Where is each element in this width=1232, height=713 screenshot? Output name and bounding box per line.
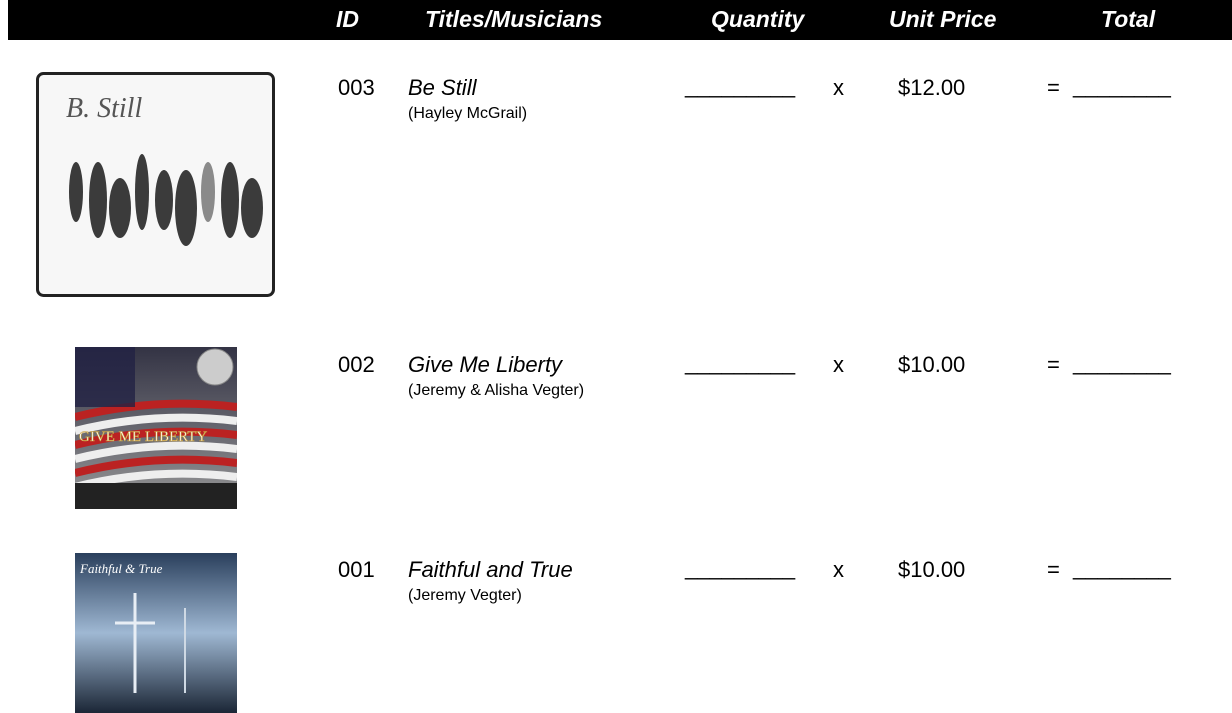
total-blank: ________ bbox=[1073, 73, 1171, 98]
item-id: 002 bbox=[338, 352, 375, 377]
quantity-blank: _________ bbox=[685, 350, 796, 375]
item-musicians: (Hayley McGrail) bbox=[408, 105, 528, 122]
item-id: 001 bbox=[338, 557, 375, 582]
header-quantity: Quantity bbox=[711, 6, 805, 32]
cover-text: Faithful & True bbox=[79, 561, 163, 576]
item-title: Be Still bbox=[408, 75, 477, 100]
album-cover: B. Still bbox=[36, 72, 275, 297]
quantity-blank: _________ bbox=[685, 555, 796, 580]
item-musicians: (Jeremy & Alisha Vegter) bbox=[408, 382, 585, 399]
item-title: Faithful and True bbox=[408, 557, 573, 582]
header-title: Titles/Musicians bbox=[425, 6, 603, 32]
header-unit-price: Unit Price bbox=[889, 6, 997, 32]
times: x bbox=[833, 557, 844, 582]
unit-price: $12.00 bbox=[898, 75, 966, 100]
times: x bbox=[833, 75, 844, 100]
item-id: 003 bbox=[338, 75, 375, 100]
item-title: Give Me Liberty bbox=[408, 352, 563, 377]
total-blank: ________ bbox=[1073, 350, 1171, 375]
equals: = bbox=[1047, 75, 1060, 100]
header-bar bbox=[8, 0, 1232, 40]
album-cover: GIVE ME LIBERTY bbox=[75, 347, 237, 509]
album-cover: Faithful & True bbox=[75, 553, 237, 713]
item-musicians: (Jeremy Vegter) bbox=[408, 587, 522, 604]
total-blank: ________ bbox=[1073, 555, 1171, 580]
header-id: ID bbox=[336, 6, 359, 32]
unit-price: $10.00 bbox=[898, 352, 966, 377]
quantity-blank: _________ bbox=[685, 73, 796, 98]
cover-text: GIVE ME LIBERTY bbox=[79, 429, 207, 445]
unit-price: $10.00 bbox=[898, 557, 966, 582]
cover-text: B. Still bbox=[66, 93, 142, 124]
header-total: Total bbox=[1101, 6, 1156, 32]
equals: = bbox=[1047, 557, 1060, 582]
equals: = bbox=[1047, 352, 1060, 377]
times: x bbox=[833, 352, 844, 377]
